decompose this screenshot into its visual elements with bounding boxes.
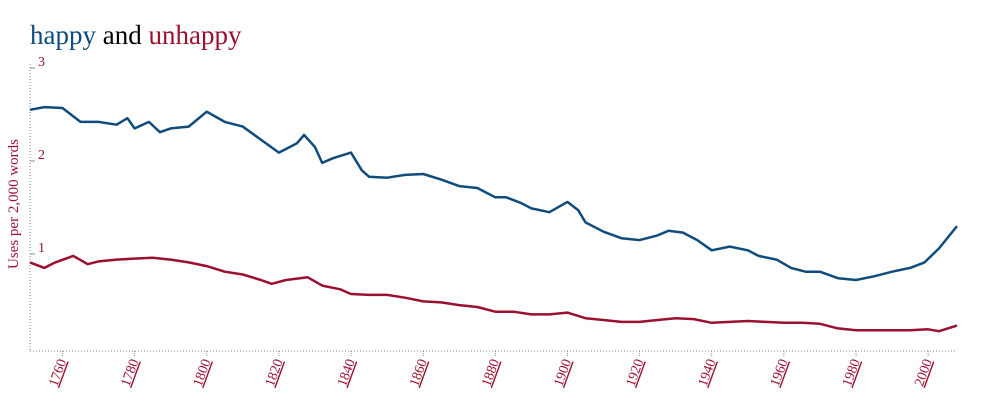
x-tick-label: 1900 [552,357,576,388]
y-tick-label: 3 [38,55,45,70]
x-tick-label: 1960 [768,357,792,388]
x-tick-label: 1860 [407,357,431,388]
x-tick-label: 1980 [840,357,864,388]
line [29,254,958,333]
x-tick-label: 1840 [335,357,359,388]
title-word: happy [30,20,96,50]
y-axis-label: Uses per 2,000 words [6,139,22,269]
x-tick-label: 1800 [191,357,215,388]
x-tick-label: 1760 [47,357,71,388]
line [29,105,958,282]
x-tick-label: 1820 [263,357,287,388]
x-tick-label: 2000 [912,357,936,388]
x-tick-label: 1780 [119,357,143,388]
chart-title: happy and unhappy [30,20,242,50]
x-tick-label: 1920 [624,357,648,388]
x-tick-label: 1940 [696,357,720,388]
title-word: and [103,20,142,50]
y-tick-label: 2 [38,148,45,163]
x-tick-label: 1880 [479,357,503,388]
y-tick-label: 1 [38,241,45,256]
title-word: unhappy [148,20,241,50]
